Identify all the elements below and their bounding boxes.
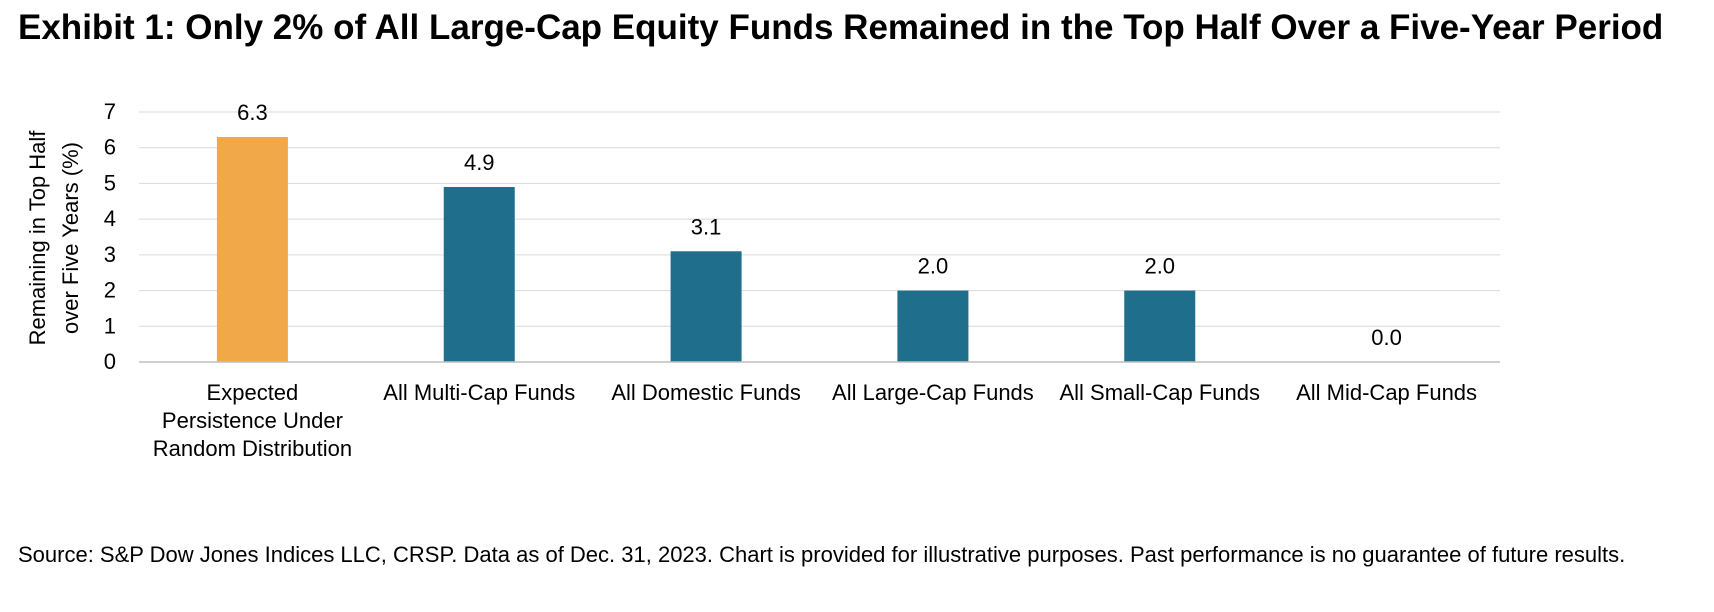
gridlines xyxy=(139,111,1500,327)
data-label: 0.0 xyxy=(1371,325,1402,350)
y-tick-label: 5 xyxy=(104,170,116,195)
data-label: 6.3 xyxy=(237,100,268,125)
x-tick-label: All Multi-Cap Funds xyxy=(383,380,575,405)
x-tick-label-line: All Multi-Cap Funds xyxy=(383,380,575,405)
x-tick-label: All Domestic Funds xyxy=(611,380,801,405)
x-tick-label-line: All Large-Cap Funds xyxy=(832,380,1034,405)
y-axis-title-line: over Five Years (%) xyxy=(58,142,83,334)
bars xyxy=(216,137,1196,362)
source-note: Source: S&P Dow Jones Indices LLC, CRSP.… xyxy=(18,542,1626,567)
y-tick-label: 6 xyxy=(104,135,116,160)
y-tick-label: 1 xyxy=(104,313,116,338)
y-tick-label: 7 xyxy=(104,99,116,124)
chart-title: Exhibit 1: Only 2% of All Large-Cap Equi… xyxy=(18,8,1664,47)
x-tick-label-line: Persistence Under xyxy=(162,408,343,433)
y-axis-title-line: Remaining in Top Half xyxy=(25,130,50,346)
x-tick-label: All Small-Cap Funds xyxy=(1059,380,1260,405)
data-label: 3.1 xyxy=(691,214,722,239)
x-tick-label-line: Expected xyxy=(207,380,299,405)
x-tick-label: All Large-Cap Funds xyxy=(832,380,1034,405)
bar xyxy=(216,137,288,362)
x-tick-labels: Expected Persistence Under Random Distribu… xyxy=(153,380,1477,461)
y-tick-label: 4 xyxy=(104,206,116,231)
y-tick-label: 2 xyxy=(104,278,116,303)
x-tick-label: Expected Persistence Under Random Distribu… xyxy=(153,380,352,461)
data-labels: 6.3 4.9 3.1 2.0 2.0 0.0 xyxy=(237,100,1402,350)
data-label: 2.0 xyxy=(918,254,949,279)
y-tick-label: 3 xyxy=(104,242,116,267)
x-tick-label-line: Random Distribution xyxy=(153,436,352,461)
bar xyxy=(443,187,515,362)
x-tick-label-line: All Small-Cap Funds xyxy=(1059,380,1260,405)
bar xyxy=(897,290,969,362)
data-label: 4.9 xyxy=(464,150,495,175)
x-tick-label-line: All Mid-Cap Funds xyxy=(1296,380,1477,405)
data-label: 2.0 xyxy=(1144,254,1175,279)
bar xyxy=(670,251,742,362)
bar xyxy=(1124,290,1196,362)
x-tick-label-line: All Domestic Funds xyxy=(611,380,801,405)
y-tick-labels: 0 1 2 3 4 5 6 7 xyxy=(104,99,116,374)
y-tick-label: 0 xyxy=(104,349,116,374)
x-tick-label: All Mid-Cap Funds xyxy=(1296,380,1477,405)
y-axis-label: Remaining in Top Half over Five Years (%) xyxy=(25,130,83,346)
